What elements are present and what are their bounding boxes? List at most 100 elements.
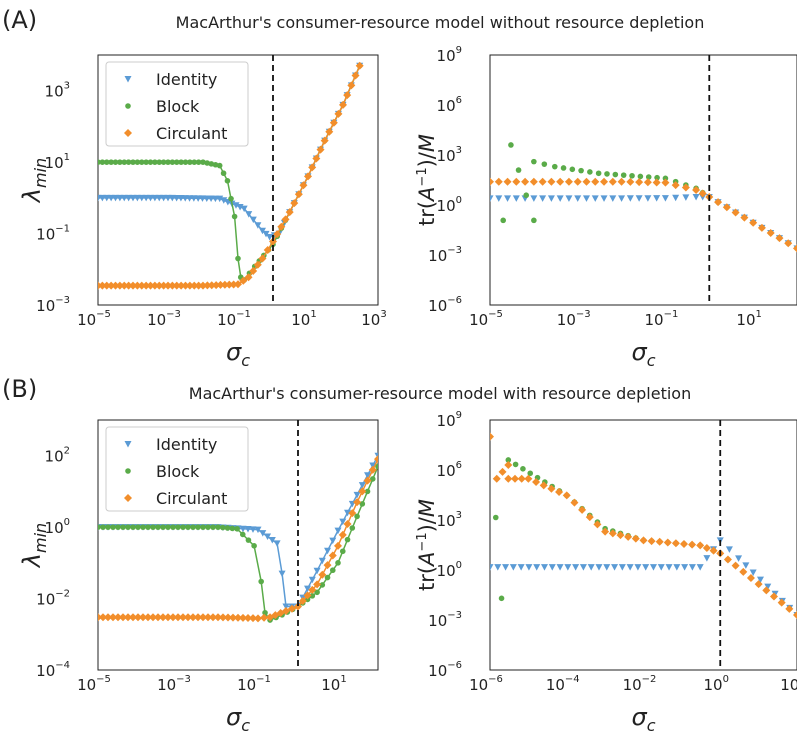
data-point-circulant — [285, 208, 294, 217]
data-point-circulant — [338, 530, 347, 539]
data-point-identity — [591, 195, 599, 202]
data-point-block — [369, 476, 376, 482]
data-point-circulant — [294, 190, 303, 199]
data-point-block — [498, 595, 505, 602]
data-point-circulant — [249, 614, 257, 623]
y-tick-exponent: −1 — [55, 224, 70, 235]
series-group — [490, 432, 797, 619]
data-point-block — [604, 171, 610, 177]
data-point-block — [134, 159, 141, 165]
y-tick-label: 109 — [437, 410, 462, 430]
y-tick-exponent: 3 — [64, 81, 70, 92]
data-point-circulant — [287, 604, 296, 613]
data-point-circulant — [102, 281, 111, 290]
data-point-circulant — [281, 606, 290, 615]
y-tick-label: 10−6 — [428, 660, 462, 680]
x-tick-label: 10−1 — [237, 674, 271, 694]
data-point-circulant — [269, 237, 277, 246]
data-point-identity — [564, 564, 572, 571]
x-tick-label: 100 — [704, 674, 729, 694]
y-tick-exponent: −6 — [447, 660, 462, 671]
data-point-identity — [556, 195, 564, 202]
data-point-circulant — [723, 555, 732, 564]
data-point-identity — [692, 194, 700, 201]
data-point-block — [505, 457, 512, 463]
data-point-identity — [661, 195, 669, 202]
data-point-identity — [334, 527, 342, 535]
data-point-circulant — [294, 602, 302, 611]
data-point-circulant — [363, 476, 372, 485]
data-point-circulant — [709, 546, 718, 555]
x-axis-label-subscript: c — [241, 351, 250, 370]
legend-label-circulant: Circulant — [156, 124, 227, 143]
x-tick-exponent: −1 — [236, 309, 251, 320]
data-point-identity — [273, 540, 281, 547]
data-point-block — [195, 159, 202, 165]
data-point-block — [220, 170, 227, 177]
data-point-block — [147, 159, 154, 165]
data-point-block — [309, 593, 316, 599]
data-point-circulant — [504, 460, 513, 469]
data-point-identity — [278, 570, 286, 578]
x-tick-label: 10−3 — [557, 309, 591, 329]
data-point-circulant — [299, 181, 308, 190]
data-point-circulant — [757, 223, 766, 232]
data-point-circulant — [207, 281, 216, 290]
data-point-circulant — [556, 177, 565, 186]
data-point-identity — [635, 195, 643, 202]
data-point-circulant — [498, 467, 507, 476]
data-point-circulant — [616, 531, 625, 540]
data-point-circulant — [142, 281, 151, 290]
legend-box — [105, 61, 249, 147]
data-point-circulant — [199, 613, 207, 622]
data-point-circulant — [793, 244, 797, 253]
data-point-circulant — [532, 478, 541, 487]
y-axis-label-matrix: A — [415, 552, 439, 568]
data-point-block — [185, 524, 191, 530]
data-point-circulant — [351, 71, 360, 80]
data-point-block — [569, 166, 576, 173]
data-point-circulant — [702, 544, 711, 553]
y-axis-label-inverse: −1 — [415, 532, 430, 551]
data-point-identity — [259, 530, 267, 537]
data-point-circulant — [212, 281, 221, 290]
data-point-circulant — [353, 498, 362, 507]
data-point-block — [578, 167, 584, 174]
data-point-circulant — [254, 614, 262, 623]
data-point-circulant — [174, 613, 182, 622]
data-point-identity — [266, 234, 274, 241]
x-tick-exponent: 1 — [340, 674, 346, 685]
data-point-block — [212, 161, 219, 168]
y-tick-label: 103 — [45, 81, 70, 101]
data-point-identity — [494, 564, 502, 571]
y-tick-label: 106 — [437, 460, 462, 480]
y-tick-label: 103 — [437, 510, 462, 530]
y-tick-label: 10−3 — [428, 245, 462, 265]
legend-marker-block — [125, 468, 131, 474]
data-point-identity — [574, 195, 582, 202]
y-axis-label: tr(A−1)/M — [415, 499, 439, 591]
x-tick-label: 10−1 — [645, 309, 679, 329]
data-point-circulant — [168, 281, 177, 290]
data-point-block — [654, 174, 660, 181]
legend: Identity Block Circulant — [105, 426, 249, 512]
data-point-circulant — [555, 488, 564, 497]
data-point-identity — [764, 583, 772, 591]
data-point-identity — [642, 564, 650, 571]
data-point-circulant — [224, 613, 232, 622]
data-point-block — [187, 159, 193, 165]
data-point-circulant — [538, 177, 547, 186]
data-point-identity — [742, 562, 750, 569]
data-point-circulant — [325, 127, 334, 136]
data-point-circulant — [263, 246, 272, 255]
data-point-block — [515, 167, 522, 173]
data-point-identity — [665, 564, 673, 571]
data-point-circulant — [374, 455, 378, 464]
data-point-circulant — [164, 281, 172, 290]
series-group — [98, 452, 378, 623]
y-axis-label-matrix: A — [415, 187, 439, 203]
data-point-block — [175, 524, 181, 530]
data-point-circulant — [119, 613, 127, 622]
data-point-identity — [725, 546, 733, 553]
data-point-circulant — [492, 474, 501, 483]
